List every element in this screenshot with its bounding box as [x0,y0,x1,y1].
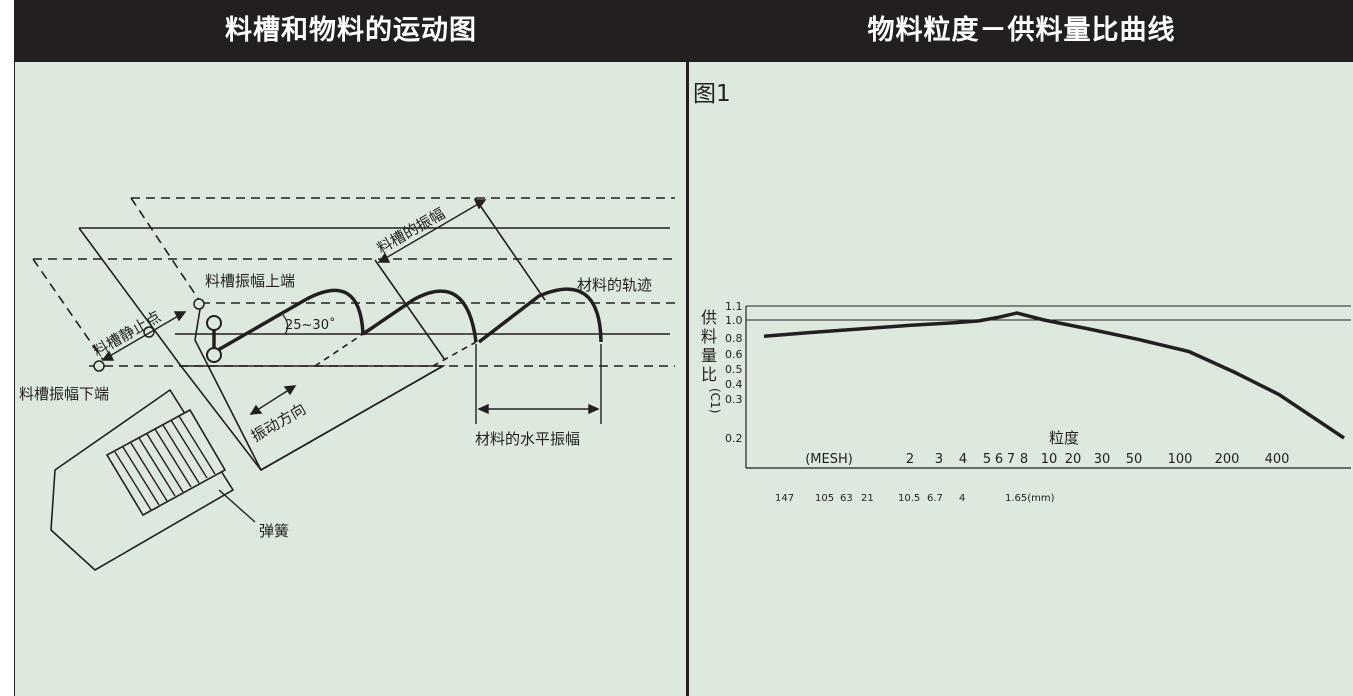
x-tick-mesh: 6 [995,452,1003,467]
y-label-char: 量 [701,346,717,365]
x-tick-mm: 4 [959,493,965,504]
dashed-slope-2 [432,341,477,367]
x-tick-mesh: 4 [959,452,967,467]
particle-circle-top [206,315,222,331]
motion-diagram-title: 料槽和物料的运动图 [15,0,687,62]
x-tick-mesh: 10 [1041,452,1058,467]
spring-coils [114,415,216,511]
feed-ratio-panel: 物料粒度－供料量比曲线 图1 供料量比 (C1) 1.1 1.0 0.8 0.6 0.5 0… [688,0,1353,696]
x-tick-mm: 63 [840,493,853,504]
y-tick-label: 0.2 [725,432,743,445]
x-tick-mm: 10.5 [898,493,920,504]
x-tick-mesh: 3 [935,452,943,467]
label-trough-amp-top: 料槽振幅上端 [205,272,295,290]
x-tick-mesh: 100 [1168,452,1193,467]
x-tick-mesh: 30 [1094,452,1111,467]
x-tick-mesh: 2 [906,452,914,467]
x-tick-mesh: (MESH) [805,452,853,467]
dashed-slope-1 [314,333,364,367]
x-tick-mm: 21 [861,493,874,504]
particle-circle-bottom [206,347,222,363]
diagonal-line-2 [374,259,446,361]
x-tick-mesh: 20 [1065,452,1082,467]
motion-diagram-panel: 料槽和物料的运动图 [14,0,687,696]
angle-arc [282,314,289,335]
x-tick-mm: 6.7 [927,493,943,504]
feed-ratio-title: 物料粒度－供料量比曲线 [689,0,1353,62]
x-tick-mm: 105 [815,493,834,504]
circle-amp-top [193,298,205,310]
x-tick-mm: 1.65(mm) [1005,493,1055,504]
y-tick-label: 0.3 [725,393,743,406]
motion-diagram: 料槽的振幅 料槽振幅上端 材料的轨迹 料槽静止点 25~30˚ 料槽振幅下端 振… [19,197,675,571]
x-tick-mm: 147 [775,493,794,504]
y-tick-label: 0.4 [725,378,743,391]
trough-amplitude-arrow [378,199,486,263]
circle-amp-bottom [93,360,105,372]
x-tick-mesh: 5 [983,452,991,467]
y-tick-label: 0.5 [725,363,743,376]
amplitude-arrow [102,311,186,361]
figure-label: 图1 [693,81,731,107]
trough-outline [194,302,444,472]
arrow-head-up [173,311,187,322]
label-material-track: 材料的轨迹 [577,276,652,294]
x-tick-mesh: 7 [1007,452,1015,467]
panel-divider [686,0,688,696]
y-label-char: 料 [701,327,717,346]
y-label-char: 供 [701,308,717,327]
label-horizontal-amplitude: 材料的水平振幅 [475,430,580,448]
label-trough-amp-bottom: 料槽振幅下端 [19,385,109,403]
motor-body [50,388,256,571]
label-trough-amplitude: 料槽的振幅 [374,204,448,257]
y-tick-label: 1.1 [725,300,743,313]
y-label-char: 比 [701,365,717,384]
label-spring: 弹簧 [259,522,289,540]
spring-leader-line [218,489,256,523]
x-tick-mesh: 50 [1126,452,1143,467]
feed-ratio-chart: 供料量比 (C1) 1.11.0 0.8 0.6 0.5 0.4 0.3 0.2 粒度 (ME… [701,300,1351,504]
trough-body [179,365,447,472]
y-tick-label: 0.6 [725,348,743,361]
diagonal-line-1 [78,227,182,367]
arrow-head-down [101,350,115,361]
x-tick-mesh: 8 [1020,452,1028,467]
feed-ratio-curve [763,311,1345,440]
y-tick-label: 1.0 [725,314,743,327]
label-angle: 25~30˚ [285,317,335,333]
dashed-diagonal-1 [32,258,104,361]
x-tick-mesh: 400 [1265,452,1290,467]
y-axis-label: 供料量比 (C1) [701,308,722,413]
x-axis-label: 粒度 [1049,429,1079,447]
diagonal-line-3 [474,197,546,301]
y-label-unit: (C1) [708,388,722,413]
x-tick-mesh: 200 [1215,452,1240,467]
dashed-diagonal-2 [130,197,202,304]
y-tick-label: 0.8 [725,332,743,345]
